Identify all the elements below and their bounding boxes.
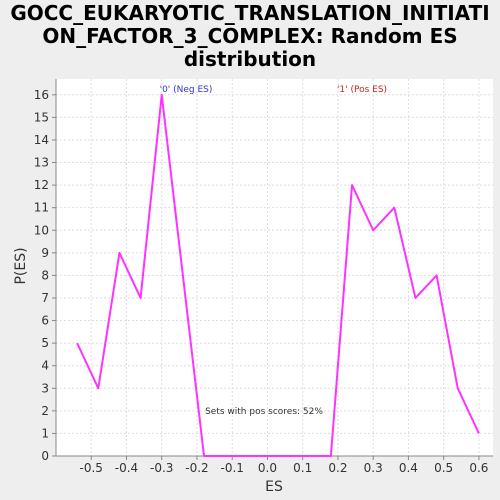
y-tick-label: 6	[41, 314, 49, 328]
y-tick-label: 8	[41, 268, 49, 282]
plot-area	[56, 79, 493, 456]
x-tick-label: 0.0	[258, 461, 277, 475]
y-tick-label: 3	[41, 381, 49, 395]
pos-es-label: '1' (Pos ES)	[337, 85, 387, 95]
y-tick-label: 7	[41, 291, 49, 305]
y-tick-label: 9	[41, 246, 49, 260]
y-tick-label: 0	[41, 449, 49, 463]
neg-es-label: '0' (Neg ES)	[160, 85, 213, 95]
y-axis-label: P(ES)	[13, 247, 29, 284]
y-tick-label: 12	[34, 178, 49, 192]
y-tick-label: 15	[34, 110, 49, 124]
y-tick-label: 4	[41, 359, 49, 373]
y-tick-label: 1	[41, 426, 49, 440]
x-tick-label: 0.6	[469, 461, 488, 475]
y-tick-label: 5	[41, 336, 49, 350]
x-tick-label: -0.5	[80, 461, 103, 475]
pos-scores-annotation: Sets with pos scores: 52%	[205, 407, 323, 417]
x-tick-label: -0.2	[185, 461, 208, 475]
x-tick-label: 0.3	[364, 461, 383, 475]
x-tick-label: -0.3	[150, 461, 173, 475]
x-tick-label: -0.1	[220, 461, 243, 475]
y-tick-label: 11	[34, 201, 49, 215]
y-tick-label: 16	[34, 88, 49, 102]
x-tick-label: 0.2	[328, 461, 347, 475]
x-tick-label: -0.4	[115, 461, 138, 475]
x-axis-label: ES	[265, 479, 283, 495]
x-tick-label: 0.5	[434, 461, 453, 475]
y-tick-label: 10	[34, 223, 49, 237]
x-tick-label: 0.4	[399, 461, 418, 475]
x-tick-label: 0.1	[293, 461, 312, 475]
y-tick-label: 14	[34, 133, 49, 147]
y-tick-label: 2	[41, 404, 49, 418]
y-tick-label: 13	[34, 156, 49, 170]
